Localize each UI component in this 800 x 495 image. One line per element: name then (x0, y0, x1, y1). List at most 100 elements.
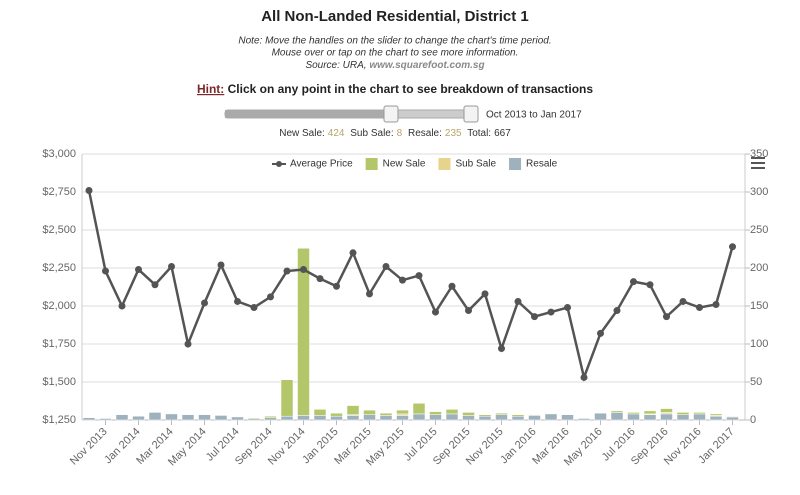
bar (379, 412, 393, 416)
bar (445, 409, 459, 415)
chart-title: All Non-Landed Residential, District 1 (261, 8, 529, 25)
point[interactable] (564, 304, 571, 312)
bar (495, 412, 508, 415)
bar (693, 412, 706, 415)
y-tick-label: $2,000 (42, 300, 76, 312)
point[interactable] (679, 297, 687, 305)
line (87, 190, 734, 382)
point[interactable] (597, 329, 604, 337)
point[interactable] (696, 304, 703, 312)
y-tick-label: $2,250 (42, 262, 76, 274)
bar (676, 414, 690, 421)
bar (379, 415, 393, 421)
bar (181, 414, 195, 421)
bar (396, 409, 409, 415)
point[interactable] (217, 261, 225, 269)
summary-label: New Sale: (279, 128, 325, 139)
y2-tick-label: 350 (750, 148, 768, 160)
point[interactable] (234, 297, 241, 305)
bar (643, 410, 657, 415)
point[interactable] (283, 267, 291, 275)
point[interactable] (630, 278, 637, 286)
point[interactable] (729, 243, 736, 251)
y2-tick-label: 0 (750, 414, 756, 426)
point[interactable] (399, 276, 406, 284)
summary-value: 424 (328, 128, 345, 139)
bar (528, 414, 541, 416)
hint: Hint: Click on any point in the chart to… (197, 82, 593, 96)
point[interactable] (184, 340, 192, 348)
legend-label[interactable]: Resale (526, 159, 558, 170)
legend-swatch (509, 158, 522, 170)
point[interactable] (135, 266, 142, 274)
point[interactable] (201, 299, 208, 307)
bar (511, 415, 525, 421)
point[interactable] (118, 302, 126, 310)
bar (528, 415, 541, 421)
bar (330, 412, 343, 417)
point[interactable] (498, 345, 505, 353)
summary-label: Sub Sale: (350, 128, 393, 139)
legend-swatch (276, 161, 282, 167)
point[interactable] (168, 262, 175, 270)
point[interactable] (531, 313, 538, 321)
point[interactable] (316, 275, 324, 283)
range-text: Oct 2013 to Jan 2017 (486, 110, 582, 121)
point[interactable] (613, 307, 621, 315)
note-line: Mouse over or tap on the chart to see mo… (272, 48, 519, 59)
point[interactable] (366, 290, 373, 298)
menu-icon[interactable] (751, 157, 765, 169)
point[interactable] (712, 300, 720, 308)
legend-swatch (365, 158, 378, 170)
point[interactable] (514, 297, 522, 305)
bar (478, 414, 492, 417)
summary-label: Resale: (408, 128, 442, 139)
legend-label[interactable]: Average Price (290, 159, 353, 170)
point[interactable] (102, 267, 109, 275)
point[interactable] (646, 281, 654, 289)
point[interactable] (85, 186, 93, 194)
point[interactable] (481, 290, 489, 298)
bar (247, 417, 261, 419)
bar (660, 408, 673, 413)
point[interactable] (250, 304, 258, 312)
point[interactable] (547, 308, 555, 316)
point[interactable] (349, 249, 357, 257)
point[interactable] (448, 282, 456, 290)
source-link[interactable]: www.squarefoot.com.sg (369, 60, 484, 71)
point[interactable] (465, 307, 472, 315)
y2-tick-label: 250 (750, 224, 768, 236)
bar (594, 412, 607, 421)
bar (280, 379, 294, 417)
point[interactable] (151, 281, 159, 289)
point[interactable] (300, 266, 307, 274)
bar (214, 415, 228, 421)
hint-label: Hint: (197, 82, 224, 96)
bar (280, 415, 294, 421)
y-tick-label: $3,000 (42, 148, 76, 160)
bar (709, 413, 723, 416)
point[interactable] (333, 282, 340, 290)
point[interactable] (267, 293, 274, 301)
bar (676, 412, 690, 415)
y-tick-label: $2,750 (42, 186, 76, 198)
slider-fill (225, 110, 391, 118)
summary-value: 8 (397, 128, 403, 139)
point[interactable] (432, 308, 439, 316)
legend-label[interactable]: New Sale (383, 159, 426, 170)
point[interactable] (415, 272, 423, 280)
point[interactable] (580, 373, 588, 381)
bar (462, 415, 475, 421)
bar (495, 414, 508, 421)
slider-handle[interactable] (463, 105, 479, 123)
legend-label[interactable]: Sub Sale (455, 159, 496, 170)
point[interactable] (663, 313, 670, 321)
point[interactable] (382, 262, 390, 270)
bar (511, 414, 525, 417)
bar (643, 414, 657, 421)
y-tick-label: $1,500 (42, 376, 76, 388)
slider-handle[interactable] (383, 105, 399, 123)
bar (693, 413, 706, 421)
